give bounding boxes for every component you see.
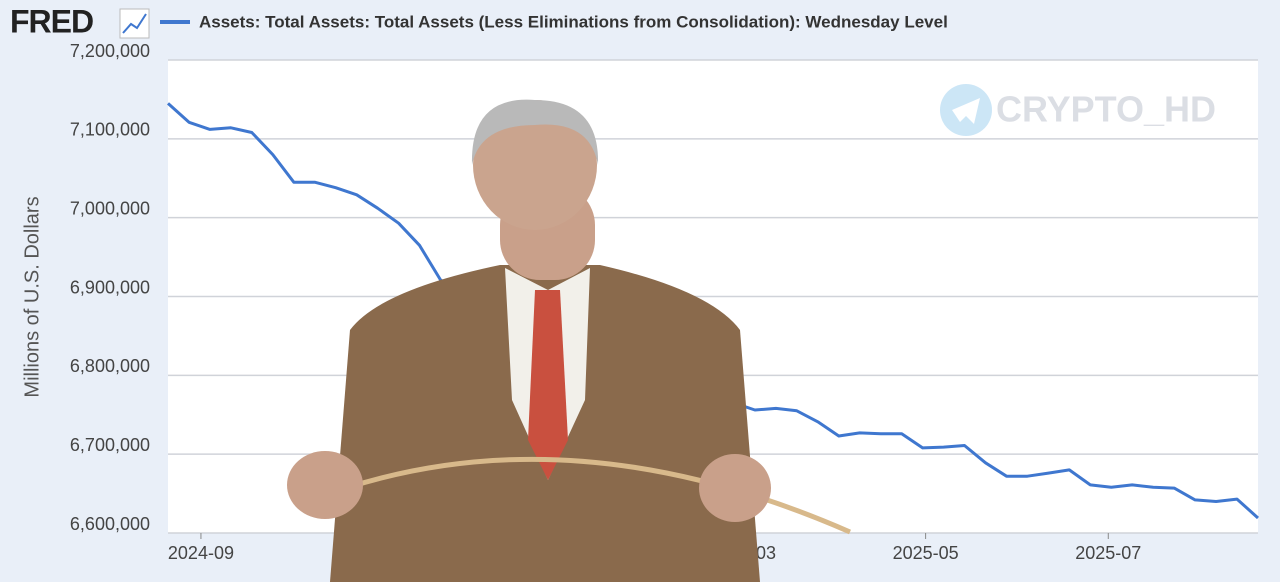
x-tick-label: 2025-07 [1075,543,1141,563]
logo-icon [119,8,150,39]
y-tick-label: 7,100,000 [70,120,150,140]
watermark-text: CRYPTO_HD [996,89,1216,130]
y-tick-label: 7,000,000 [70,198,150,218]
y-tick-label: 6,800,000 [70,356,150,376]
y-tick-label: 7,200,000 [70,41,150,61]
logo: FRED [10,3,93,39]
y-tick-label: 6,900,000 [70,277,150,297]
y-axis-label: Millions of U.S. Dollars [21,196,43,397]
photo-overlay [287,99,852,582]
y-tick-label: 6,700,000 [70,435,150,455]
watermark: CRYPTO_HD [940,84,1216,136]
x-tick-label: 2024-09 [168,543,234,563]
x-tick-label: 2025-05 [893,543,959,563]
y-tick-label: 6,600,000 [70,514,150,534]
legend-label: Assets: Total Assets: Total Assets (Less… [199,12,948,31]
